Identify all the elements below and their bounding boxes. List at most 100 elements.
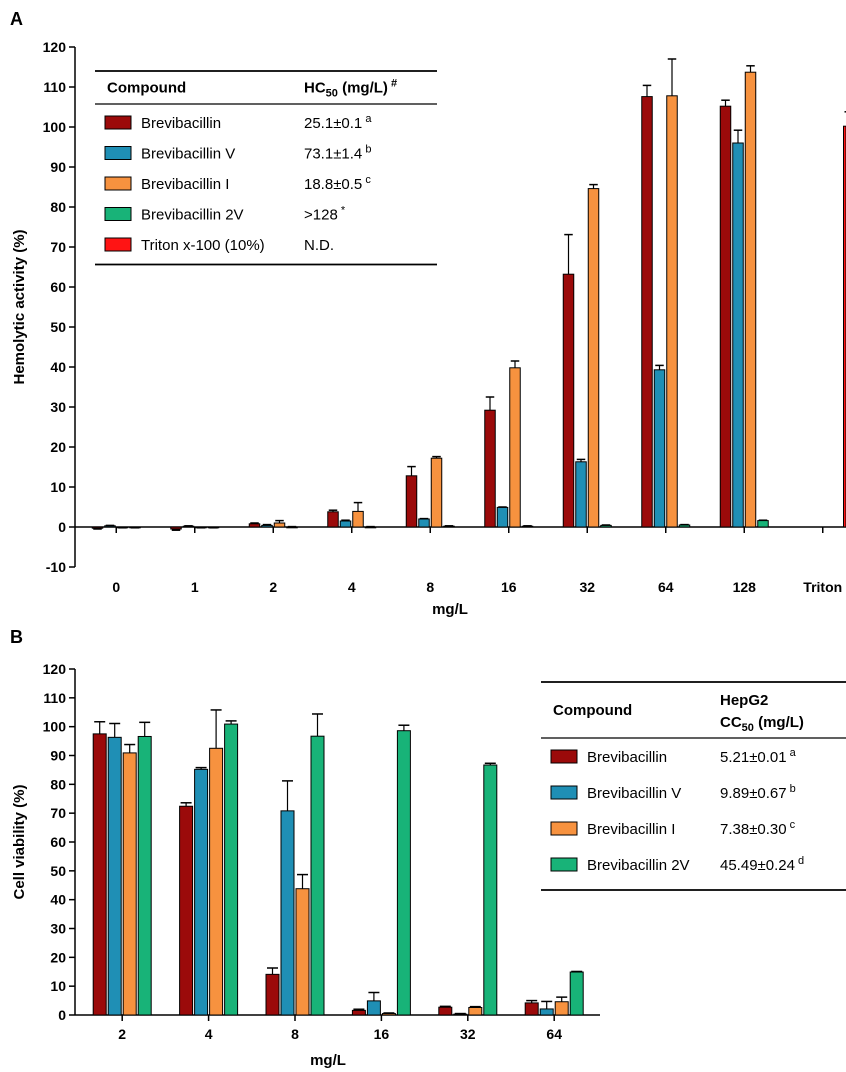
y-tick-label: 80: [50, 776, 66, 792]
bar: [352, 510, 364, 528]
header-sub: 50: [326, 88, 338, 100]
bar: [107, 736, 122, 1016]
header-unit: (mg/L): [754, 714, 804, 731]
legend-value: >128 *: [304, 205, 346, 224]
bar: [666, 95, 678, 528]
legend-header-value-line2: CC50 (mg/L): [720, 714, 804, 734]
x-tick-label: 2: [269, 579, 277, 595]
x-tick-label: 0: [112, 579, 120, 595]
x-tick-label: 32: [579, 579, 595, 595]
x-tick-label: 128: [733, 579, 757, 595]
bar: [496, 506, 509, 528]
legend-header-value: HC50 (mg/L) #: [304, 78, 397, 100]
panel-letter: B: [10, 627, 23, 647]
bar: [653, 369, 666, 528]
y-tick-label: 10: [50, 978, 66, 994]
bar: [575, 461, 587, 528]
legend-label: Brevibacillin V: [141, 146, 235, 163]
x-axis-title: mg/L: [432, 601, 468, 618]
bar: [381, 1013, 396, 1016]
y-tick-label: 110: [43, 690, 66, 706]
legend-swatch: [104, 176, 132, 191]
legend-value: N.D.: [304, 237, 334, 254]
bar: [744, 71, 757, 528]
bar: [484, 409, 496, 528]
legend-label: Brevibacillin 2V: [141, 207, 244, 224]
x-tick-label: Triton: [803, 579, 842, 595]
x-tick-label: 4: [348, 579, 356, 595]
x-tick-label: 32: [460, 1026, 476, 1042]
bar: [170, 526, 182, 530]
bar: [122, 752, 137, 1016]
y-tick-label: 40: [50, 892, 66, 908]
bar: [569, 971, 584, 1016]
legend-value: 7.38±0.30 c: [720, 819, 796, 838]
y-tick-label: 40: [50, 359, 66, 375]
bar: [327, 511, 339, 528]
bar: [224, 723, 239, 1016]
value-text: 45.49±0.24: [720, 857, 795, 874]
bar: [468, 1007, 483, 1016]
y-tick-label: 100: [43, 119, 67, 135]
bar: [554, 1001, 569, 1016]
x-tick-label: 8: [426, 579, 434, 595]
header-hc: HC: [304, 80, 326, 97]
legend-swatch: [104, 237, 132, 252]
bar: [273, 522, 286, 528]
y-tick-label: 70: [50, 805, 66, 821]
bar: [509, 367, 521, 528]
y-tick-label: 0: [58, 519, 66, 535]
legend-value: 73.1±1.4 b: [304, 144, 371, 163]
legend-table: Compound HC50 (mg/L) # Brevibacillin 25.1±0…: [95, 70, 437, 266]
y-tick-label: 120: [43, 661, 67, 677]
header-unit: (mg/L): [338, 80, 388, 97]
legend-label: Brevibacillin: [587, 749, 667, 766]
value-text: 7.38±0.30: [720, 821, 787, 838]
x-tick-label: 64: [658, 579, 674, 595]
bar: [430, 457, 443, 528]
bar: [261, 524, 273, 528]
bar: [280, 810, 295, 1016]
bar: [265, 973, 280, 1016]
y-axis-title: Cell viability (%): [11, 784, 28, 899]
legend-header-compound: Compound: [553, 702, 632, 719]
y-tick-label: 110: [43, 79, 66, 95]
value-text: 18.8±0.5: [304, 176, 362, 193]
bar: [194, 768, 209, 1016]
value-sup: a: [362, 113, 372, 125]
y-tick-label: 20: [50, 949, 66, 965]
legend-value: 5.21±0.01 a: [720, 747, 797, 766]
y-tick-label: 0: [58, 1007, 66, 1023]
bar: [339, 520, 352, 528]
bar: [539, 1008, 554, 1016]
x-tick-label: 1: [191, 579, 199, 595]
legend-swatch: [550, 749, 578, 764]
bar: [310, 735, 325, 1016]
y-tick-label: 30: [50, 921, 66, 937]
panel-a: A-100102030405060708090100110120Hemolyti…: [10, 9, 846, 618]
bar: [295, 888, 310, 1016]
y-tick-label: 120: [43, 39, 67, 55]
bar: [641, 96, 653, 528]
bar: [351, 1009, 366, 1016]
legend-label: Brevibacillin: [141, 115, 221, 132]
bar: [179, 805, 194, 1016]
legend-header-value: HepG2: [720, 692, 768, 709]
bar: [405, 475, 418, 528]
legend-label: Brevibacillin V: [587, 785, 681, 802]
legend-value: 18.8±0.5 c: [304, 174, 371, 193]
legend-label: Brevibacillin 2V: [587, 857, 690, 874]
legend-table: Compound HepG2 CC50 (mg/L) Brevibacillin 5.2…: [541, 681, 846, 891]
legend-swatch: [104, 207, 132, 221]
header-cc: CC: [720, 714, 742, 731]
bar: [209, 747, 224, 1016]
x-tick-label: 16: [501, 579, 517, 595]
value-sup: a: [787, 747, 797, 759]
legend-swatch: [550, 857, 578, 872]
y-tick-label: 30: [50, 399, 66, 415]
x-tick-label: 16: [374, 1026, 390, 1042]
value-text: 5.21±0.01: [720, 749, 787, 766]
legend-swatch: [104, 115, 132, 130]
y-tick-label: 100: [43, 719, 67, 735]
